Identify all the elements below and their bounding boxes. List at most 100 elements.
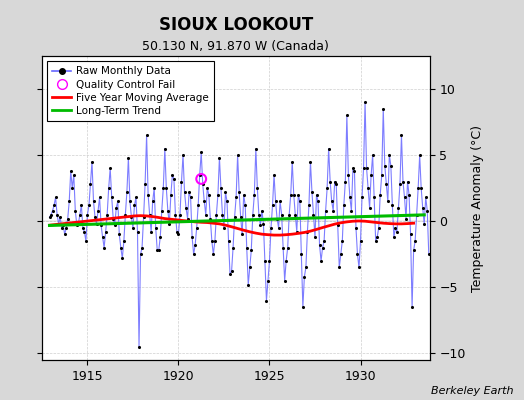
Point [349,165,357,172]
Point [156,234,165,240]
Point [384,198,392,204]
Point [239,192,248,198]
Point [75,212,84,218]
Point [65,198,73,204]
Point [174,231,183,238]
Point [396,181,404,188]
Point [241,202,249,208]
Point [165,221,173,227]
Point [285,212,293,218]
Point [114,198,122,204]
Point [132,194,140,201]
Point [211,238,219,244]
Point [372,238,380,244]
Point [283,244,292,251]
Point [233,152,242,158]
Point [382,181,390,188]
Point [282,258,290,264]
Point [168,172,177,178]
Point [129,225,137,231]
Point [124,154,133,161]
Point [60,231,69,238]
Point [109,215,117,222]
Point [287,192,295,198]
Point [229,244,237,251]
Point [85,202,93,208]
Point [243,244,251,251]
Point [155,247,163,254]
Point [392,228,401,235]
Point [244,282,253,288]
Point [364,185,372,191]
Point [138,244,146,251]
Point [100,244,108,251]
Point [62,225,70,231]
Point [221,189,230,195]
Point [370,194,378,201]
Point [185,189,193,195]
Point [133,228,141,235]
Point [206,215,214,222]
Point [419,205,427,211]
Point [334,222,342,228]
Point [315,242,324,248]
Point [385,152,394,158]
Point [117,244,125,251]
Point [58,225,66,231]
Point [408,304,416,310]
Point [215,154,224,161]
Point [63,215,72,222]
Point [290,192,298,198]
Point [200,198,209,204]
Point [203,185,212,191]
Point [291,212,300,218]
Point [92,221,101,227]
Point [163,208,172,214]
Point [204,192,213,198]
Point [88,158,96,165]
Point [344,172,353,178]
Point [255,212,263,218]
Point [51,194,60,201]
Point [324,145,333,152]
Point [54,221,63,227]
Point [380,162,389,169]
Point [317,258,325,264]
Point [288,158,297,165]
Text: SIOUX LOOKOUT: SIOUX LOOKOUT [159,16,313,34]
Point [335,264,343,271]
Legend: Raw Monthly Data, Quality Control Fail, Five Year Moving Average, Long-Term Tren: Raw Monthly Data, Quality Control Fail, … [47,61,214,121]
Point [367,172,375,178]
Point [353,251,362,258]
Point [136,251,145,258]
Point [400,194,409,201]
Point [247,247,256,254]
Point [161,145,169,152]
Point [146,212,154,218]
Point [273,215,281,222]
Point [147,228,155,235]
Point [106,165,114,172]
Point [220,225,228,231]
Point [252,145,260,152]
Point [319,244,327,251]
Point [338,238,346,244]
Point [299,304,307,310]
Point [103,212,112,218]
Point [74,221,82,227]
Point [89,198,97,204]
Point [399,178,407,185]
Point [331,178,339,185]
Point [227,268,236,275]
Point [182,205,190,211]
Point [376,192,385,198]
Point [104,185,113,191]
Point [199,181,207,188]
Point [341,178,350,185]
Point [308,189,316,195]
Point [387,162,395,169]
Point [191,242,199,248]
Point [143,132,151,138]
Point [115,231,124,238]
Point [79,225,87,231]
